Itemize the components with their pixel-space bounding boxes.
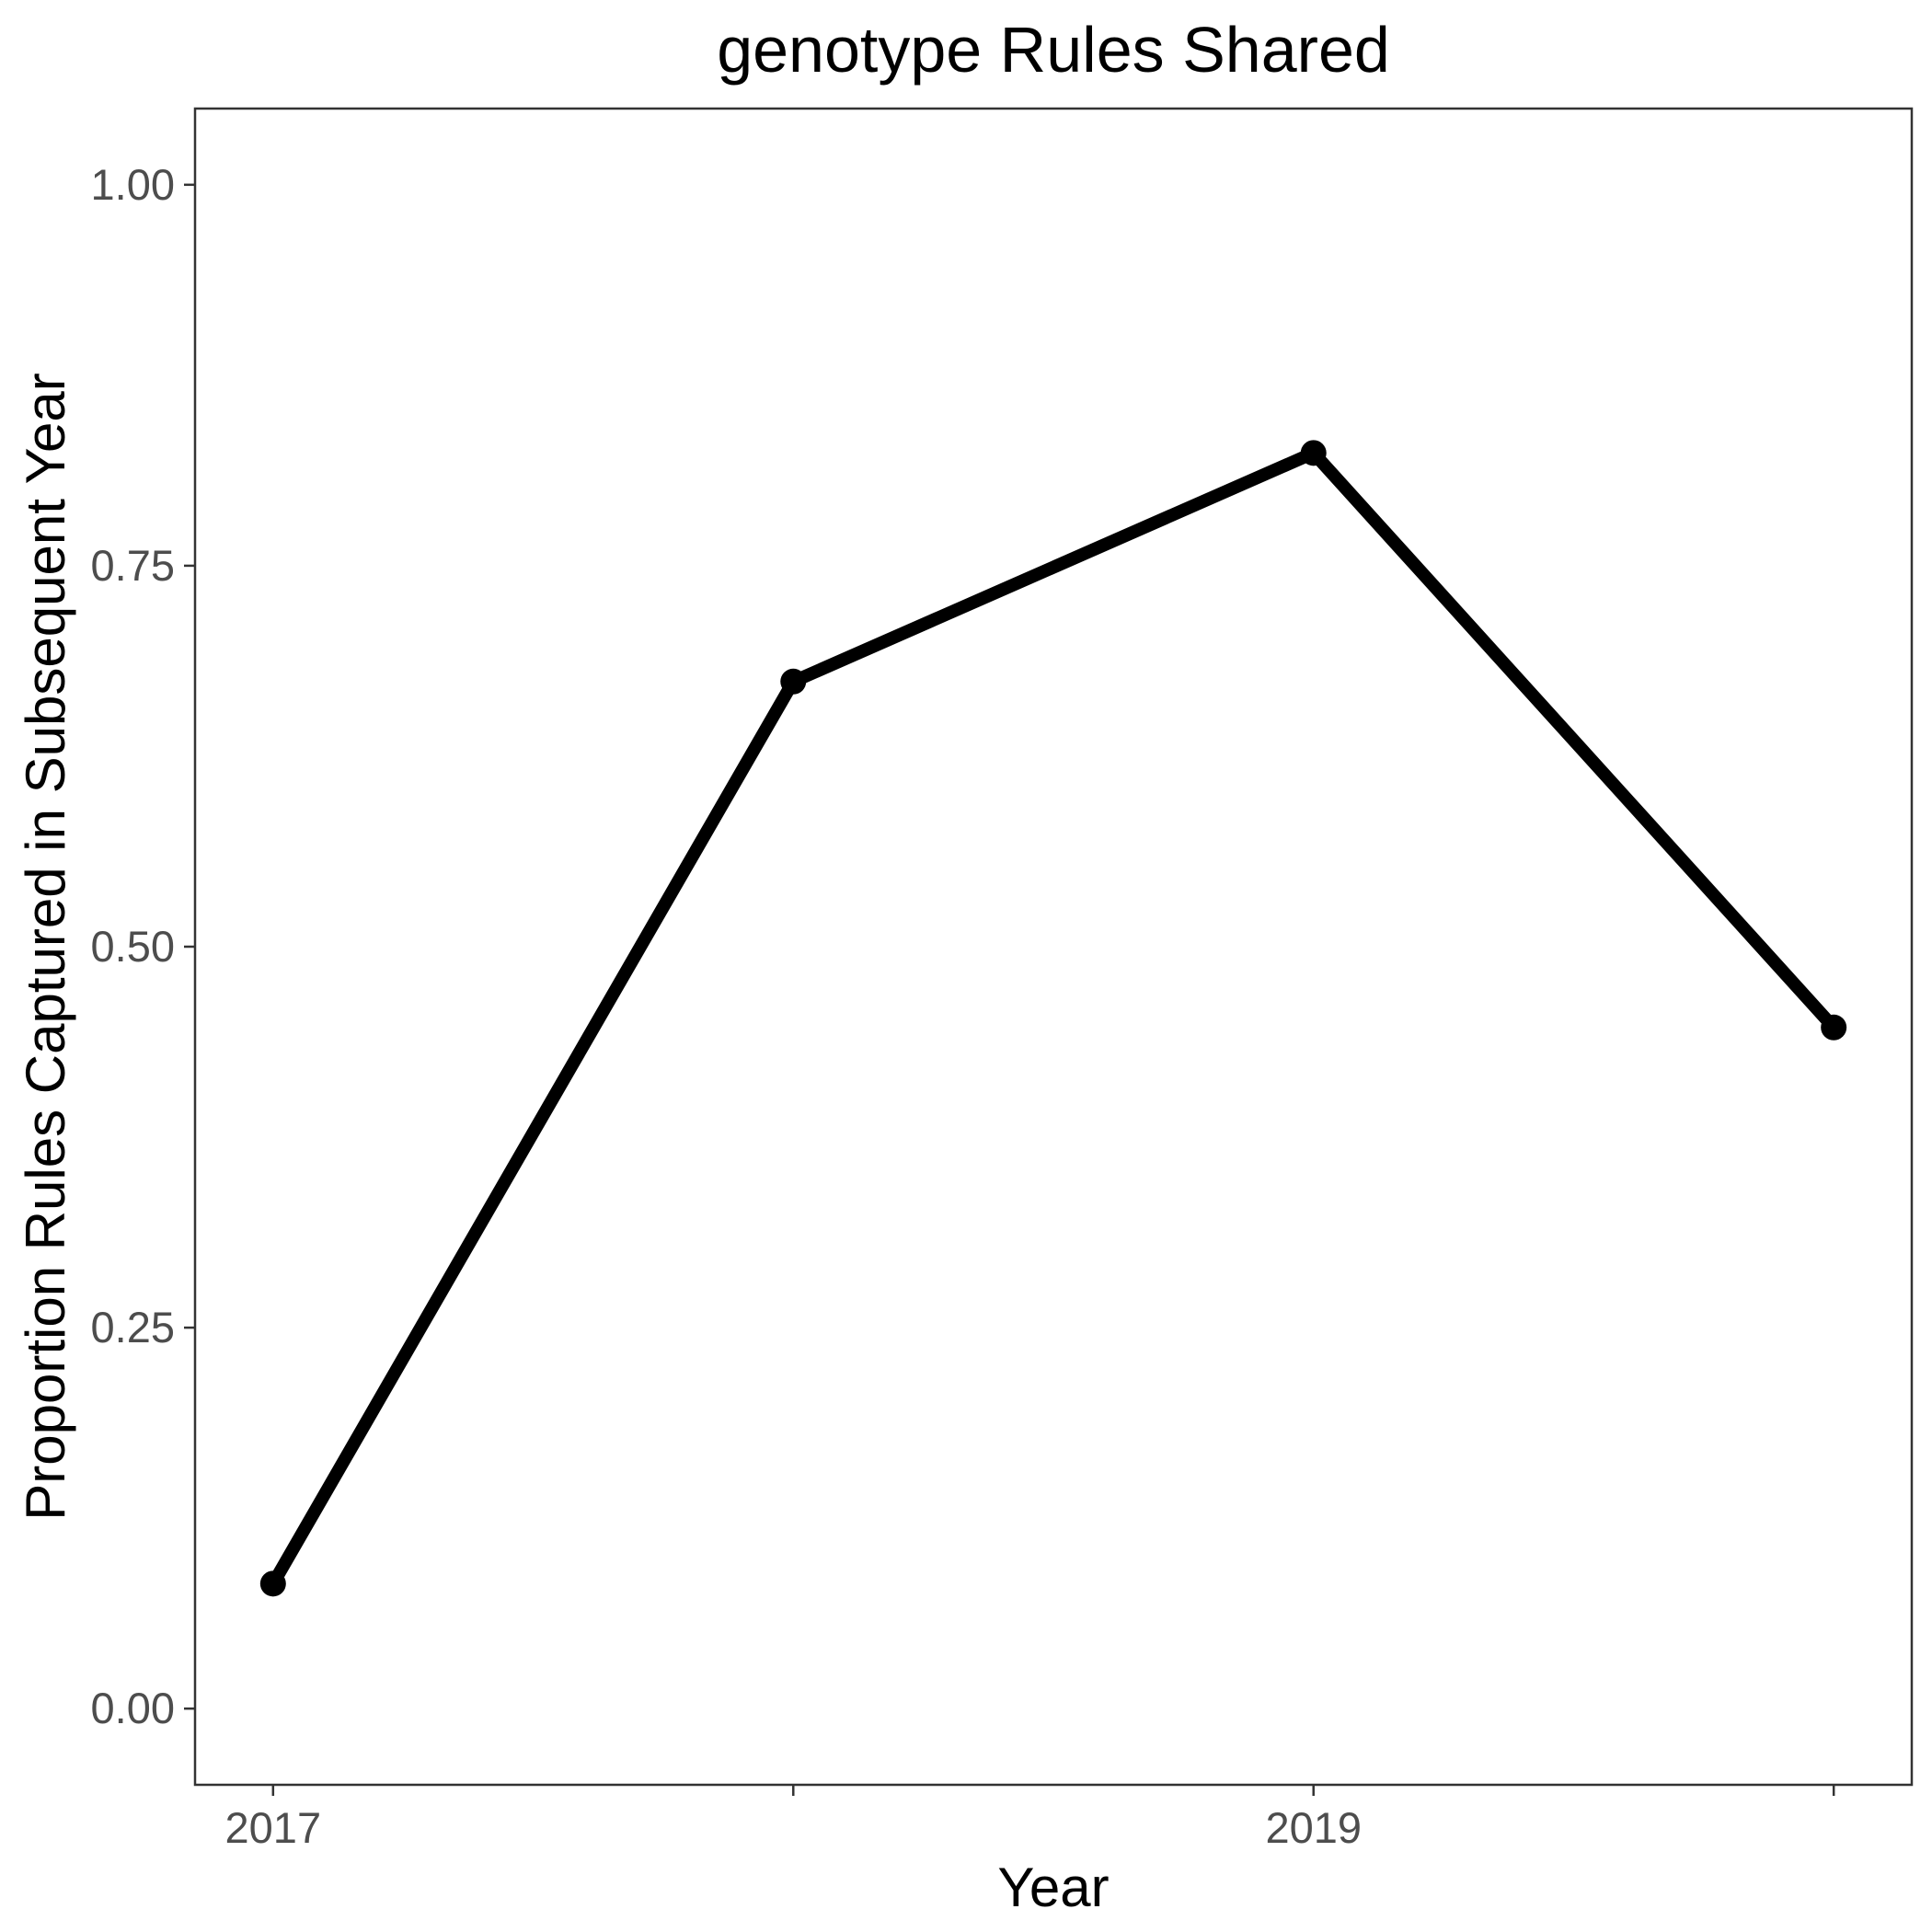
data-point: [780, 668, 807, 695]
y-axis-title: Proportion Rules Captured in Subsequent …: [15, 373, 76, 1521]
chart-title: genotype Rules Shared: [717, 14, 1390, 86]
y-tick-label: 0.75: [91, 541, 175, 590]
series-line: [266, 446, 1841, 1591]
x-axis: 2017 2019: [225, 1785, 1835, 1852]
plot-panel: [193, 107, 1914, 1787]
data-point: [1300, 440, 1327, 466]
y-tick-label: 1.00: [91, 160, 175, 209]
x-axis-title: Year: [997, 1857, 1109, 1918]
y-axis: 0.00 0.25 0.50 0.75 1.00: [91, 160, 195, 1732]
data-point: [1821, 1014, 1847, 1041]
x-tick-label: 2017: [225, 1803, 322, 1852]
data-point: [259, 1570, 286, 1597]
x-tick-label: 2019: [1265, 1803, 1362, 1852]
series-layer: [259, 440, 1847, 1597]
y-tick-label: 0.50: [91, 922, 175, 971]
y-tick-label: 0.25: [91, 1303, 175, 1351]
y-tick-label: 0.00: [91, 1684, 175, 1732]
